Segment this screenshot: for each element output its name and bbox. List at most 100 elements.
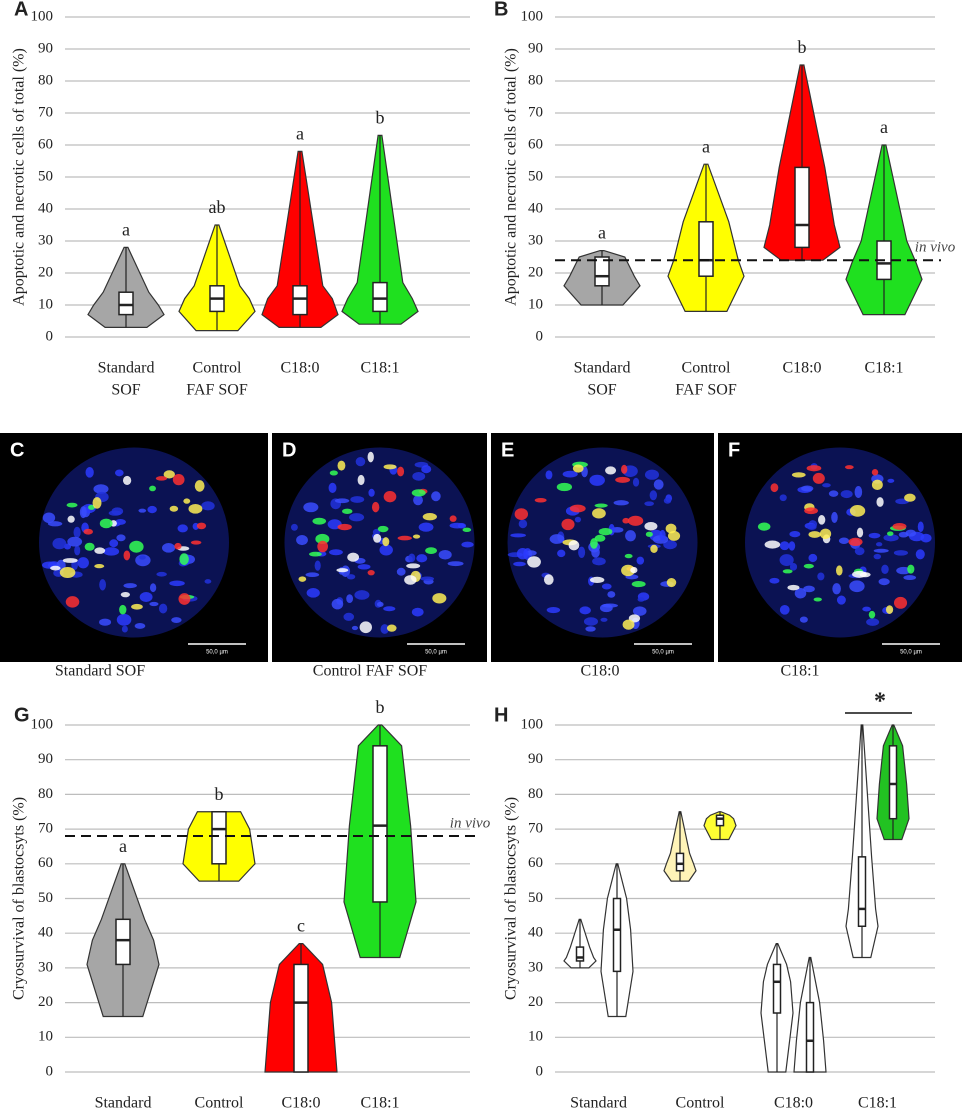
nucleus (917, 521, 924, 533)
nucleus (622, 517, 630, 524)
nucleus (881, 564, 889, 575)
y-tick-label: 90 (38, 751, 53, 767)
y-tick-label: 40 (528, 925, 543, 941)
nucleus (621, 464, 628, 474)
nucleus (557, 549, 566, 558)
nucleus (868, 532, 881, 539)
nucleus (204, 579, 212, 584)
nucleus (856, 527, 864, 538)
nucleus (418, 522, 434, 532)
nucleus (598, 528, 613, 536)
y-axis-label: Apoptotic and necrotic cells of total (%… (11, 48, 28, 306)
nucleus (298, 576, 307, 582)
nucleus (779, 494, 787, 502)
nucleus (644, 469, 660, 480)
nucleus (812, 472, 825, 484)
nucleus (788, 541, 796, 551)
nucleus (883, 534, 899, 542)
nucleus (138, 508, 147, 513)
nucleus (770, 483, 779, 493)
nucleus (422, 513, 437, 521)
significance-letter: b (376, 108, 385, 128)
nucleus (74, 545, 81, 556)
nucleus (147, 505, 157, 514)
nucleus (462, 527, 472, 533)
nucleus (574, 516, 582, 523)
nucleus (605, 466, 617, 475)
nucleus (893, 596, 908, 609)
x-tick-label: C18:1 (360, 360, 399, 377)
nucleus (162, 543, 176, 553)
nucleus (411, 489, 426, 497)
nucleus (382, 537, 390, 547)
nucleus (590, 538, 598, 549)
nucleus (808, 531, 821, 538)
y-tick-label: 30 (528, 232, 543, 248)
nucleus (371, 501, 380, 513)
nucleus (50, 565, 61, 571)
nucleus (592, 557, 606, 566)
nucleus (121, 625, 128, 633)
x-tick-label: SOF (587, 382, 616, 399)
nucleus (905, 529, 917, 537)
y-tick-label: 20 (38, 264, 53, 280)
y-axis-label: Apoptotic and necrotic cells of total (%… (503, 48, 520, 306)
image-label: Standard SOF (55, 663, 145, 680)
y-tick-label: 30 (38, 232, 53, 248)
nucleus (346, 574, 356, 580)
nucleus (94, 547, 106, 554)
nucleus (568, 540, 580, 551)
nucleus (99, 518, 113, 529)
nucleus (650, 544, 658, 553)
y-tick-label: 10 (38, 1029, 53, 1045)
nucleus (169, 580, 185, 587)
nucleus (367, 569, 375, 576)
nucleus (331, 598, 344, 610)
nucleus (406, 563, 421, 569)
reference-label: in vivo (915, 240, 956, 256)
box (805, 1001, 815, 1073)
y-tick-label: 80 (38, 72, 53, 88)
nucleus (122, 475, 132, 485)
y-tick-label: 40 (38, 925, 53, 941)
y-tick-label: 10 (528, 1029, 543, 1045)
nucleus (108, 510, 122, 516)
nucleus (119, 604, 127, 615)
nucleus (818, 515, 826, 525)
nucleus (625, 530, 636, 542)
nucleus (309, 551, 322, 557)
significance-letter: c (297, 916, 305, 936)
nucleus (343, 612, 355, 621)
nucleus (621, 564, 635, 577)
nucleus (408, 553, 416, 563)
box (857, 856, 867, 928)
nucleus (803, 585, 815, 593)
nucleus (171, 617, 182, 623)
nucleus (602, 603, 618, 608)
nucleus (794, 588, 807, 599)
nucleus (514, 508, 529, 521)
nucleus (305, 572, 320, 578)
nucleus (123, 550, 131, 561)
nucleus (328, 482, 337, 494)
nucleus (351, 625, 359, 631)
significance-letter: b (215, 784, 224, 804)
nucleus (123, 583, 137, 589)
nucleus (907, 564, 915, 574)
nucleus (592, 508, 606, 519)
y-axis-label: Cryosurvival of blastocsyts (%) (11, 797, 28, 1000)
image-panel-letter: C (10, 439, 24, 461)
nucleus (169, 505, 179, 512)
x-tick-label: C18:0 (774, 1095, 813, 1112)
y-axis-label: Cryosurvival of blastocsyts (%) (503, 797, 520, 1000)
nucleus (817, 572, 825, 581)
nucleus (314, 560, 321, 571)
scale-label: 50,0 µm (425, 650, 447, 656)
nucleus (183, 498, 191, 504)
y-tick-label: 90 (528, 751, 543, 767)
nucleus (92, 497, 102, 509)
nucleus (172, 473, 185, 486)
nucleus (404, 575, 417, 585)
nucleus (99, 579, 106, 591)
nucleus (329, 549, 343, 556)
